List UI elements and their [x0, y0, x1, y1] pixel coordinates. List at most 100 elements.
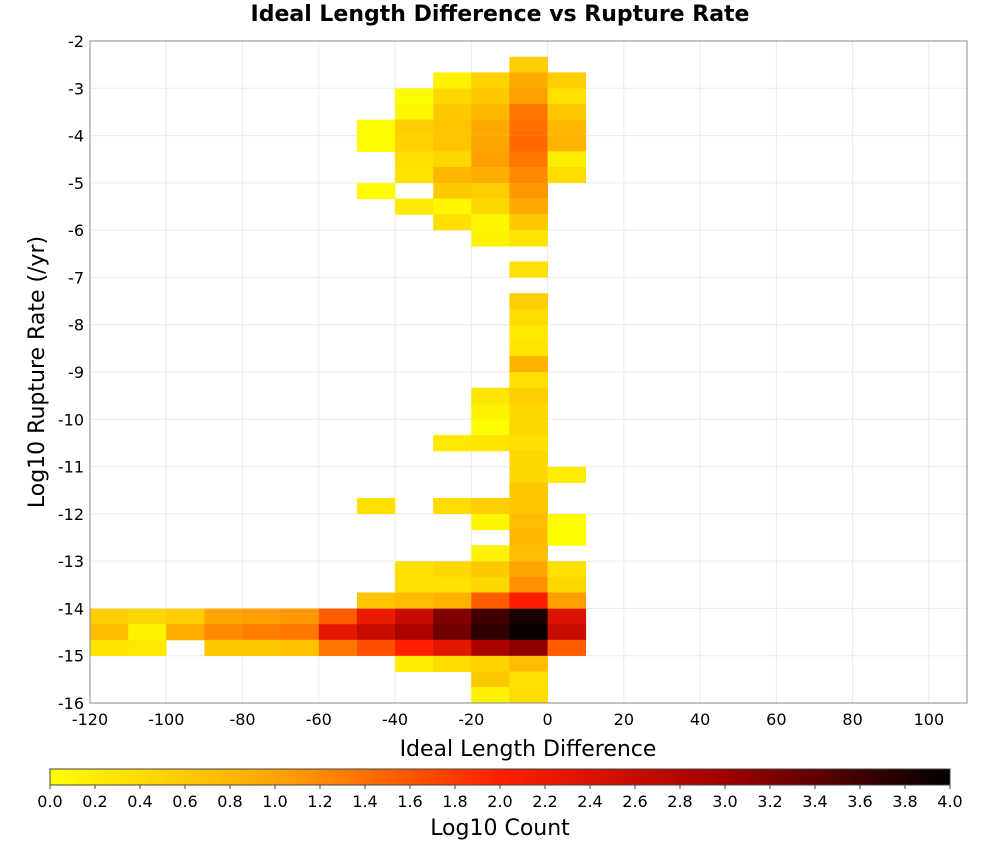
colorbar-tick-label: 4.0	[937, 792, 962, 811]
x-tick-label: -40	[382, 710, 408, 729]
colorbar-tick-label: 1.2	[307, 792, 332, 811]
colorbar-tick-label: 3.4	[802, 792, 827, 811]
heatmap-cell	[509, 104, 548, 121]
colorbar-label: Log10 Count	[430, 816, 570, 841]
heatmap-cell	[471, 104, 510, 121]
heatmap-cell	[433, 119, 472, 136]
y-tick-label: -5	[68, 174, 84, 193]
heatmap-cell	[471, 135, 510, 152]
heatmap-cell	[547, 639, 587, 656]
heatmap-cell	[395, 624, 434, 641]
heatmap-cell	[433, 497, 472, 515]
heatmap-cell	[280, 608, 320, 625]
heatmap-cell	[242, 624, 282, 641]
heatmap-cell	[509, 655, 548, 673]
heatmap-cell	[471, 514, 510, 531]
x-tick-label: 0	[542, 710, 552, 729]
y-tick-label: -2	[68, 32, 84, 51]
y-tick-label: -3	[68, 79, 84, 98]
heatmap-cell	[547, 72, 587, 89]
heatmap-cell	[471, 639, 510, 656]
heatmap-cell	[509, 671, 548, 688]
heatmap-cell	[509, 387, 548, 404]
heatmap-cell	[471, 655, 510, 673]
heatmap-cell	[547, 166, 587, 184]
y-tick-label: -10	[58, 410, 84, 429]
x-tick-label: 100	[914, 710, 945, 729]
heatmap-cell	[395, 104, 434, 121]
heatmap-cell	[471, 592, 510, 609]
heatmap-cell	[433, 435, 472, 452]
heatmap-cell	[471, 435, 510, 452]
heatmap-cell	[318, 608, 358, 625]
colorbar-tick-label: 2.8	[667, 792, 692, 811]
colorbar	[49, 768, 951, 786]
heatmap-cell	[395, 88, 434, 105]
heatmap-cell	[509, 514, 548, 531]
y-tick-label: -14	[58, 599, 84, 618]
heatmap-cell	[547, 529, 587, 546]
heatmap-cell	[547, 104, 587, 121]
x-tick-label: 40	[690, 710, 710, 729]
heatmap-cell	[356, 592, 396, 609]
heatmap-cell	[471, 151, 510, 168]
heatmap-cell	[433, 72, 472, 89]
heatmap-cell	[433, 104, 472, 121]
heatmap-cell	[471, 576, 510, 594]
heatmap-cell	[395, 592, 434, 609]
y-tick-label: -9	[68, 363, 84, 382]
heatmap-cell	[166, 624, 205, 641]
y-tick-label: -16	[58, 694, 84, 713]
heatmap-cell	[509, 624, 548, 641]
heatmap-cell	[509, 88, 548, 105]
heatmap-cell	[547, 624, 587, 641]
heatmap-cell	[128, 639, 167, 656]
heatmap-cell	[509, 166, 548, 184]
heatmap-cell	[547, 576, 587, 594]
colorbar-tick-label: 1.6	[397, 792, 422, 811]
heatmap-cell	[509, 56, 548, 73]
heatmap-cell	[471, 497, 510, 515]
heatmap-cell	[318, 639, 358, 656]
heatmap-cell	[433, 624, 472, 641]
heatmap-cell	[128, 608, 167, 625]
heatmap-cell	[509, 230, 548, 247]
y-tick-label: -4	[68, 127, 84, 146]
plot-frame	[89, 40, 968, 704]
heatmap-cell	[471, 671, 510, 688]
heatmap-cell	[548, 703, 587, 719]
colorbar-tick-label: 1.4	[352, 792, 377, 811]
colorbar-tick-labels: 0.0 0.2 0.4 0.6 0.8 1.0 1.2 1.4 1.6 1.8 2.0 2.2 2.4 2…	[37, 785, 963, 811]
heatmap-cell	[471, 183, 510, 200]
heatmap-cell	[509, 450, 548, 467]
heatmap-cell	[204, 639, 243, 656]
heatmap-cell	[471, 687, 510, 703]
heatmap-cell	[433, 576, 472, 594]
y-tick-label: -7	[68, 268, 84, 287]
heatmap-cell	[395, 166, 434, 184]
y-tick-label: -15	[58, 647, 84, 666]
heatmap-cell	[471, 624, 510, 641]
heatmap-cell	[509, 466, 548, 483]
x-tick-label: 20	[614, 710, 634, 729]
heatmap-cell	[471, 166, 510, 184]
heatmap-cell	[509, 592, 548, 609]
heatmap-cell	[471, 214, 510, 231]
heatmap-cell	[356, 639, 396, 656]
colorbar-tick-label: 0.8	[217, 792, 242, 811]
heatmap-cell	[242, 639, 282, 656]
heatmap-cell	[547, 608, 587, 625]
heatmap-cell	[395, 639, 434, 656]
colorbar-tick-label: 0.0	[37, 792, 62, 811]
heatmap-cell	[509, 214, 548, 231]
y-tick-label: -13	[58, 552, 84, 571]
colorbar-tick-label: 3.2	[757, 792, 782, 811]
x-tick-label: -120	[72, 710, 108, 729]
heatmap-cell	[395, 135, 434, 152]
heatmap-cell	[509, 529, 548, 546]
colorbar-tick-label: 2.2	[532, 792, 557, 811]
x-tick-label: -20	[458, 710, 484, 729]
heatmap-cell	[509, 72, 548, 89]
heatmap-cell	[280, 624, 320, 641]
heatmap-cell	[471, 88, 510, 105]
